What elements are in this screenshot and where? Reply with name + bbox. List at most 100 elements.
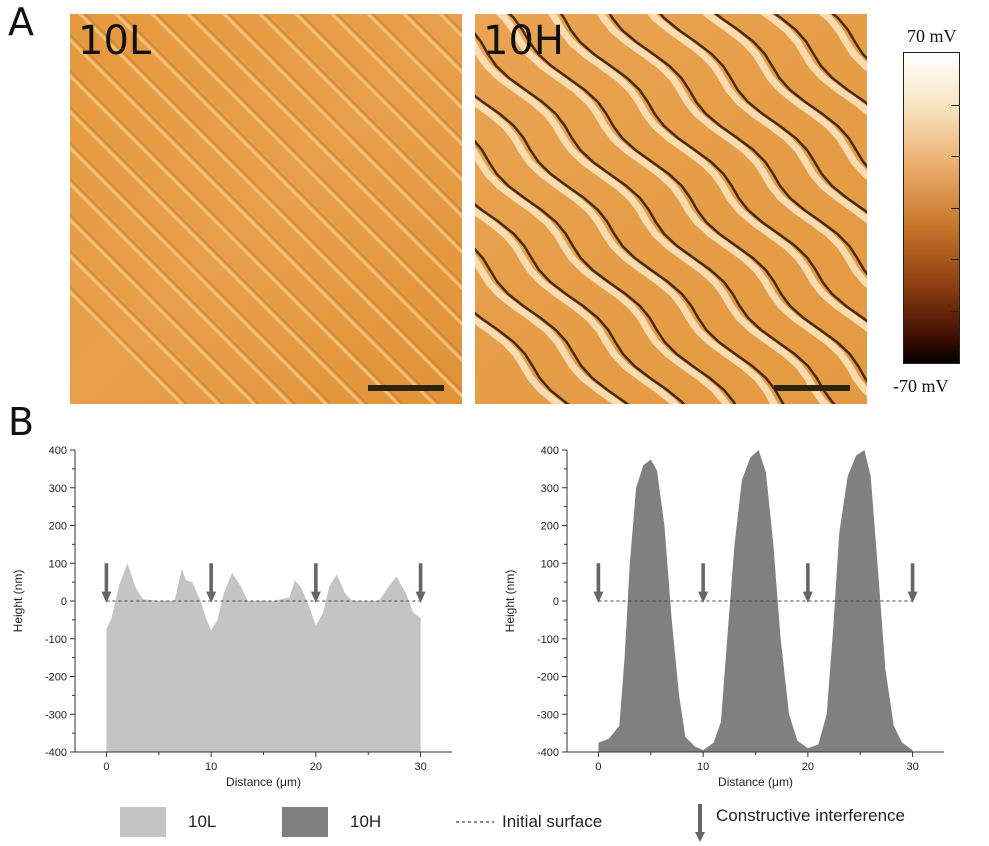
profile-area [106,563,421,752]
afm-ridge-highlight [475,146,730,404]
afm-ridge-shadow [70,249,225,404]
constructive-interference-arrow [802,563,813,603]
afm-ridge-shadow [70,285,189,404]
afm-ridge-highlight [221,14,462,255]
afm-ridge-shadow [227,14,462,249]
afm-ridge-highlight [70,253,221,404]
afm-ridge-highlight [70,181,293,404]
y-tick-label: 100 [541,558,559,570]
legend-item-10h: 10H [282,806,381,838]
scale-bar [368,385,444,391]
y-tick-label: 200 [541,521,559,533]
afm-ridge-highlight [475,207,680,404]
y-tick-label: 0 [61,596,67,608]
afm-ridge-highlight [113,14,462,363]
afm-ridge-shadow [371,14,462,105]
y-tick-label: 300 [541,483,559,495]
afm-ridge-highlight [70,145,329,404]
afm-ridge-shadow [70,213,261,404]
y-tick-label: -200 [537,672,559,684]
constructive-interference-arrow [310,563,321,603]
afm-ridge-highlight [293,14,462,183]
afm-ridge-highlight [70,109,365,404]
afm-ridge-shadow [475,139,737,404]
y-tick-label: -400 [537,747,559,759]
constructive-interference-arrow [415,563,426,603]
afm-ridge-shadow [70,33,441,404]
y-tick-label: -100 [45,634,67,646]
afm-ridge-highlight [70,289,185,404]
y-axis-label: Height (nm) [503,570,517,633]
legend-label-constructive-interference: Constructive interference [716,806,905,825]
x-tick-label: 20 [802,761,814,773]
afm-ridge-highlight [701,14,867,180]
constructive-interference-arrow [206,563,217,603]
afm-ridge-highlight [647,14,867,224]
legend-swatch-10l [120,807,166,837]
x-axis-label: Distance (μm) [226,775,301,789]
dashed-line-icon [456,821,494,823]
afm-texture-10h [475,14,867,404]
scale-bar [774,385,850,391]
y-tick-label: -100 [537,634,559,646]
afm-ridge-highlight [149,14,462,327]
afm-texture-10l [70,14,462,404]
height-profile-10h: -400 -300 -200 -100 0 100 200 300 400 0 10 20 30 Dist… [503,445,944,789]
afm-ridge-shadow [475,31,837,404]
x-tick-label: 10 [205,761,217,773]
constructive-interference-arrow [593,563,604,603]
afm-ridge-shadow [263,14,462,213]
afm-ridge-highlight [70,217,257,404]
y-tick-label: -300 [45,709,67,721]
afm-ridge-shadow [773,14,867,106]
afm-ridge-highlight [596,14,867,289]
afm-ridge-shadow [155,14,462,321]
afm-ridge-highlight [365,14,462,111]
colorbar-min-label: -70 mV [893,376,949,396]
legend-label-initial-surface: Initial surface [502,812,603,831]
afm-ridge-shadow [70,141,333,404]
down-arrow-icon [695,804,705,842]
afm-ridge-shadow [559,14,867,323]
x-tick-label: 30 [906,761,918,773]
y-axis-label: Height (nm) [11,570,25,633]
afm-ridge-highlight [185,14,462,291]
afm-ridge-shadow [70,105,369,404]
height-profile-10l: -400 -300 -200 -100 0 100 200 300 400 0 10 20 30 Dist… [11,445,452,789]
x-tick-label: 30 [414,761,426,773]
afm-ridge-highlight [475,98,779,404]
y-tick-label: 400 [49,445,67,457]
afm-ridge-shadow [299,14,462,177]
legend-item-10l: 10L [120,806,216,838]
afm-ridge-shadow [475,94,785,404]
afm-ridge-highlight [547,14,867,332]
legend-swatch-10h [282,807,328,837]
x-axis-label: Distance (μm) [718,775,793,789]
afm-ridge-shadow [659,14,867,214]
afm-ridge-shadow [714,14,867,168]
afm-ridge-shadow [475,203,686,404]
afm-ridge-shadow [70,177,297,404]
legend-item-constructive-interference: Constructive interference [694,800,905,846]
afm-ridge-shadow [507,14,867,383]
constructive-interference-arrow [698,563,709,603]
x-tick-label: 10 [697,761,709,773]
x-tick-label: 20 [310,761,322,773]
afm-ridge-highlight [257,14,462,219]
colorbar-max-label: 70 mV [907,26,957,46]
afm-ridge-highlight [495,14,867,397]
afm-ridge-highlight [329,14,462,147]
afm-label-10l: 10L [78,18,152,64]
afm-image-10l: 10L [70,14,462,404]
afm-ridge-shadow [70,69,405,404]
afm-ridge-highlight [77,14,462,399]
afm-ridge-shadow [119,14,462,357]
afm-ridge-highlight [70,37,437,404]
y-tick-label: 100 [49,558,67,570]
y-tick-label: 400 [541,445,559,457]
y-tick-label: -200 [45,672,67,684]
afm-ridge-shadow [191,14,462,285]
y-tick-label: 300 [49,483,67,495]
constructive-interference-arrow [101,563,112,603]
y-tick-label: -300 [537,709,559,721]
